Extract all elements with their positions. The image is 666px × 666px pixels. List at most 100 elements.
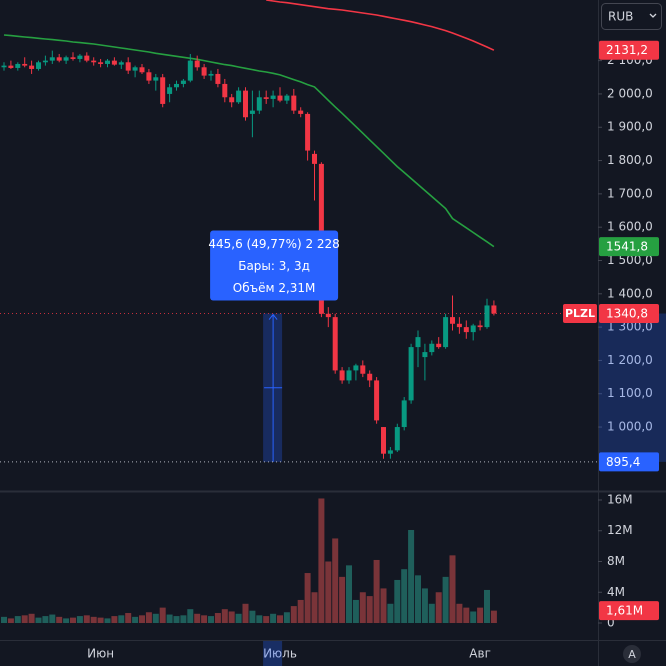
candle-body (450, 317, 455, 324)
candle-body (305, 113, 311, 151)
volume-bar (139, 615, 145, 624)
volume-bar (21, 615, 28, 624)
volume-bar (408, 529, 415, 624)
candle-body (118, 62, 124, 65)
volume-bar (97, 617, 104, 624)
candle-body (243, 90, 248, 118)
candle-body (387, 450, 393, 454)
volume-bar (270, 613, 277, 624)
candle-body (174, 83, 179, 88)
volume-bar (449, 555, 456, 624)
candle-body (125, 62, 131, 71)
volume-bar (477, 607, 484, 624)
candle-body (22, 63, 28, 66)
volume-bar (7, 618, 14, 624)
volume-bar (28, 613, 35, 624)
candle-body (284, 95, 290, 101)
volume-bar (249, 610, 256, 624)
candle-body (215, 73, 221, 84)
volume-bar (256, 615, 263, 624)
auto-button-bg[interactable] (623, 645, 641, 663)
candle-body (277, 95, 283, 101)
candle-body (167, 87, 173, 94)
candle-body (105, 60, 110, 64)
candle-body (187, 60, 193, 81)
candle-body (312, 153, 317, 164)
volume-bar (1, 616, 7, 624)
volume-bar (83, 615, 90, 624)
x-tick-label: Июль (263, 647, 297, 661)
auto-button-label[interactable]: A (628, 648, 636, 661)
candle-body (374, 380, 380, 421)
volume-bar (456, 603, 463, 624)
volume-bar (325, 561, 332, 624)
volume-bar (49, 614, 56, 624)
candle-body (470, 325, 476, 333)
candle-body (291, 95, 297, 111)
volume-bar (415, 575, 421, 624)
auto-scale-button[interactable]: A (623, 645, 641, 663)
candle-body (394, 427, 400, 451)
currency-label[interactable]: RUB (608, 10, 633, 24)
candle-body (422, 352, 428, 358)
volume-bar (490, 610, 497, 624)
candle-body (146, 72, 152, 81)
volume-bar (187, 609, 194, 624)
volume-bar (201, 615, 208, 624)
candle-body (15, 63, 21, 68)
candle-body (111, 60, 117, 65)
candle-body (484, 305, 490, 328)
candle-body (139, 67, 145, 73)
candle-body (36, 62, 41, 69)
candle-body (180, 80, 186, 84)
volume-bar (235, 613, 242, 624)
y-tick-label: 1 400,0 (607, 286, 653, 300)
volume-bar (228, 611, 235, 624)
volume-bar (76, 616, 83, 624)
candle-body (256, 97, 262, 111)
candle-body (415, 337, 421, 348)
volume-bar (332, 538, 339, 624)
candle-body (49, 57, 55, 61)
candle-body (298, 110, 304, 114)
volume-bar (394, 579, 401, 624)
volume-bar (346, 565, 352, 624)
volume-bar (159, 607, 166, 624)
candle-body (56, 57, 62, 61)
dropdown-box[interactable] (601, 3, 662, 30)
volume-bar (283, 612, 290, 624)
x-tick-label: Июн (87, 647, 114, 661)
candle-body (91, 60, 97, 63)
candle-body (1, 65, 7, 68)
volume-bar (366, 596, 373, 624)
volume-bar (290, 606, 297, 624)
volume-bar (421, 588, 428, 624)
currency-dropdown[interactable]: RUB (601, 3, 662, 30)
dropdown-chevron[interactable] (649, 13, 657, 18)
candle-body (477, 325, 483, 328)
volume-bar (111, 616, 118, 624)
candle-body (381, 427, 386, 454)
candle-body (360, 365, 366, 374)
candle-body (229, 97, 235, 103)
axes: 1 000,0 1 100,0 1 200,0 1 300,0 1 400,0 1 500… (87, 53, 666, 666)
y-tick-label: 1 500,0 (607, 253, 653, 267)
volume-bar (90, 616, 97, 624)
volume-tick-label: 8M (607, 554, 625, 568)
volume-bar (42, 616, 49, 624)
volume-bar (152, 613, 159, 624)
candle-body (236, 90, 242, 103)
measure-low-tag-label: 895,4 (606, 455, 640, 469)
volume-bar (125, 613, 132, 624)
volume-bar (401, 569, 408, 624)
ma-price-tag-label: 1541,8 (606, 240, 648, 254)
symbol-tag-label: PLZL (565, 307, 595, 320)
measure-low-tag (599, 452, 659, 472)
y-tick-label: 1 200,0 (607, 353, 653, 367)
measure-tooltip-line: Объём 2,31M (233, 281, 316, 295)
volume-bar (145, 612, 152, 624)
volume-bar (194, 613, 201, 624)
